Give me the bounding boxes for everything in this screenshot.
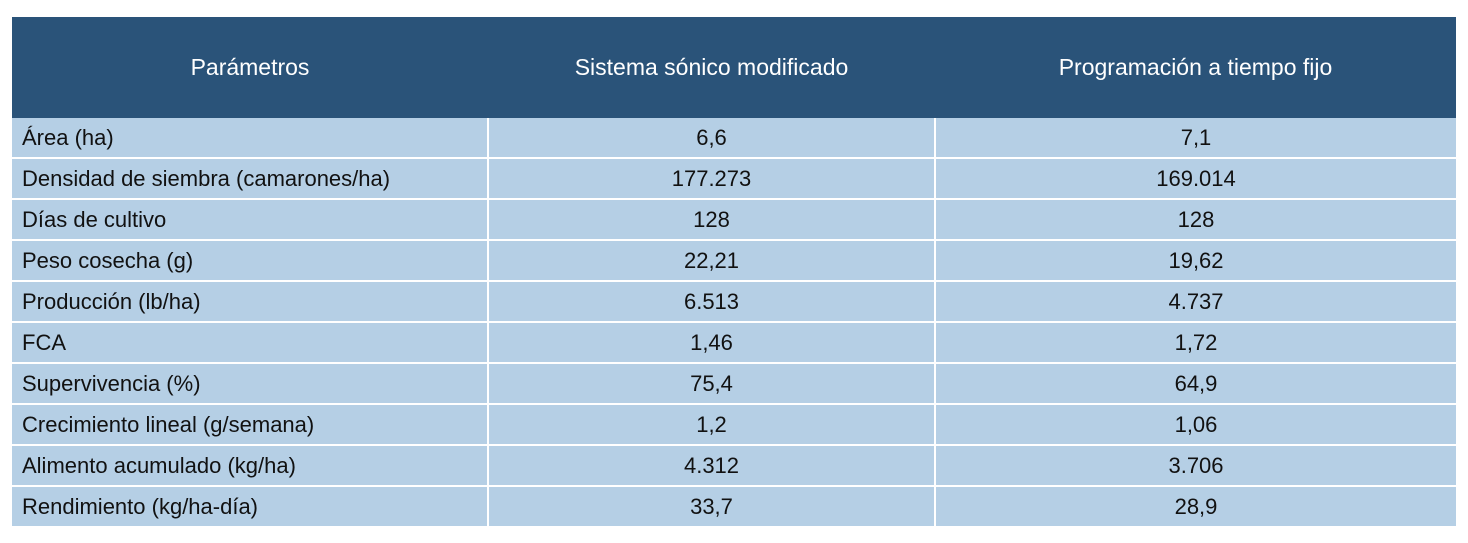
- value-cell: 7,1: [934, 118, 1456, 159]
- table-row: Área (ha) 6,6 7,1: [12, 118, 1456, 159]
- value-cell: 1,2: [487, 404, 936, 446]
- value-cell: 22,21: [487, 240, 936, 282]
- table-row: Rendimiento (kg/ha-día) 33,7 28,9: [12, 486, 1456, 526]
- table-header: Parámetros Sistema sónico modificado Progr…: [12, 17, 1456, 118]
- table-row: Días de cultivo 128 128: [12, 199, 1456, 241]
- value-cell: 128: [934, 199, 1456, 241]
- header-cell: Sistema sónico modificado: [488, 17, 935, 118]
- table-row: Supervivencia (%) 75,4 64,9: [12, 363, 1456, 405]
- row-label: Densidad de siembra (camarones/ha): [12, 158, 489, 200]
- row-label: Días de cultivo: [12, 199, 489, 241]
- row-label: Rendimiento (kg/ha-día): [12, 486, 489, 526]
- row-label: Peso cosecha (g): [12, 240, 489, 282]
- header-row: Parámetros Sistema sónico modificado Progr…: [12, 17, 1456, 118]
- value-cell: 4.737: [934, 281, 1456, 323]
- row-label: Crecimiento lineal (g/semana): [12, 404, 489, 446]
- table-row: Alimento acumulado (kg/ha) 4.312 3.706: [12, 445, 1456, 487]
- value-cell: 19,62: [934, 240, 1456, 282]
- table-body: Área (ha) 6,6 7,1 Densidad de siembra (cama…: [12, 118, 1456, 526]
- table-row: Densidad de siembra (camarones/ha) 177.27…: [12, 158, 1456, 200]
- header-cell: Programación a tiempo fijo: [935, 17, 1456, 118]
- table-row: Crecimiento lineal (g/semana) 1,2 1,06: [12, 404, 1456, 446]
- value-cell: 6,6: [487, 118, 936, 159]
- data-table: Parámetros Sistema sónico modificado Progr…: [12, 17, 1456, 526]
- row-label: Alimento acumulado (kg/ha): [12, 445, 489, 487]
- value-cell: 3.706: [934, 445, 1456, 487]
- header-cell: Parámetros: [12, 17, 488, 118]
- row-label: Producción (lb/ha): [12, 281, 489, 323]
- value-cell: 64,9: [934, 363, 1456, 405]
- row-label: Área (ha): [12, 118, 489, 159]
- value-cell: 33,7: [487, 486, 936, 526]
- table-row: Producción (lb/ha) 6.513 4.737: [12, 281, 1456, 323]
- value-cell: 1,06: [934, 404, 1456, 446]
- value-cell: 128: [487, 199, 936, 241]
- row-label: FCA: [12, 322, 489, 364]
- value-cell: 1,46: [487, 322, 936, 364]
- value-cell: 1,72: [934, 322, 1456, 364]
- value-cell: 28,9: [934, 486, 1456, 526]
- table-row: FCA 1,46 1,72: [12, 322, 1456, 364]
- value-cell: 4.312: [487, 445, 936, 487]
- table-row: Peso cosecha (g) 22,21 19,62: [12, 240, 1456, 282]
- value-cell: 6.513: [487, 281, 936, 323]
- value-cell: 177.273: [487, 158, 936, 200]
- value-cell: 75,4: [487, 363, 936, 405]
- row-label: Supervivencia (%): [12, 363, 489, 405]
- value-cell: 169.014: [934, 158, 1456, 200]
